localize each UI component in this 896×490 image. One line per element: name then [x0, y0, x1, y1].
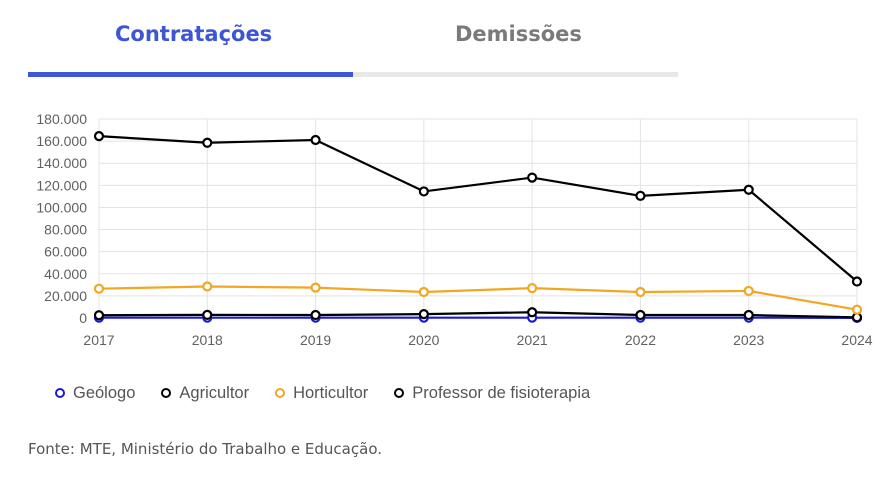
data-point — [743, 184, 754, 195]
data-point — [743, 285, 754, 297]
x-tick-label: 2020 — [408, 332, 439, 348]
data-point — [527, 172, 538, 183]
tab-demissoes[interactable]: Demissões — [455, 22, 582, 46]
series-line — [98, 135, 858, 283]
y-tick-label: 20.000 — [44, 288, 87, 304]
data-point — [93, 310, 105, 321]
data-point — [635, 309, 646, 321]
x-tick-label: 2023 — [733, 332, 764, 348]
x-tick-label: 2022 — [625, 332, 656, 348]
x-tick-label: 2018 — [192, 332, 223, 348]
data-point — [635, 190, 646, 201]
y-tick-label: 120.000 — [36, 177, 87, 193]
x-tick-label: 2019 — [300, 332, 331, 348]
data-point — [851, 276, 863, 287]
legend-item[interactable]: Geólogo — [55, 384, 135, 403]
y-tick-label: 60.000 — [44, 244, 87, 260]
x-tick-label: 2021 — [517, 332, 548, 348]
y-tick-label: 160.000 — [36, 133, 87, 149]
data-point — [743, 309, 754, 321]
data-point — [93, 131, 105, 142]
data-point — [527, 283, 538, 294]
y-tick-label: 80.000 — [44, 222, 87, 238]
data-point — [310, 134, 321, 146]
data-point — [418, 186, 429, 197]
data-point — [851, 304, 863, 315]
y-tick-label: 0 — [79, 310, 87, 326]
series-line — [98, 285, 858, 311]
active-tab-indicator — [28, 72, 353, 77]
line-chart: 0 20.000 40.000 60.000 80.000 100.000 120.000 1… — [36, 111, 872, 348]
y-tick-label: 180.000 — [36, 111, 87, 127]
legend-item[interactable]: Horticultor — [275, 384, 368, 403]
y-tick-label: 40.000 — [44, 266, 87, 282]
data-point — [418, 286, 429, 298]
x-tick-label: 2024 — [841, 332, 872, 348]
series-line — [98, 311, 858, 319]
data-point — [635, 286, 646, 298]
legend-item[interactable]: Agricultor — [161, 384, 249, 403]
y-tick-label: 140.000 — [36, 155, 87, 171]
legend-item[interactable]: Professor de fisioterapia — [394, 384, 590, 403]
source-note: Fonte: MTE, Ministério do Trabalho e Edu… — [28, 440, 382, 458]
tab-bar: Contratações Demissões — [28, 0, 678, 78]
legend-label: Horticultor — [293, 383, 369, 402]
data-point — [527, 307, 538, 318]
legend-marker-icon — [161, 388, 172, 398]
legend-label: Geólogo — [73, 383, 136, 402]
data-point — [202, 309, 213, 321]
data-point — [202, 137, 213, 148]
data-point — [93, 283, 105, 294]
legend-marker-icon — [394, 388, 405, 398]
chart-legend: Geólogo Agricultor Horticultor Professor de… — [55, 381, 616, 405]
data-point — [418, 309, 429, 320]
y-tick-label: 100.000 — [36, 199, 87, 215]
data-point — [310, 309, 321, 321]
legend-label: Professor de fisioterapia — [412, 383, 591, 402]
data-point — [310, 282, 321, 293]
legend-marker-icon — [55, 388, 65, 398]
tab-contratacoes[interactable]: Contratações — [115, 22, 273, 46]
x-tick-label: 2017 — [83, 332, 114, 348]
legend-label: Agricultor — [179, 383, 250, 402]
legend-marker-icon — [275, 388, 286, 398]
data-point — [202, 281, 213, 292]
tab-track — [28, 72, 678, 77]
